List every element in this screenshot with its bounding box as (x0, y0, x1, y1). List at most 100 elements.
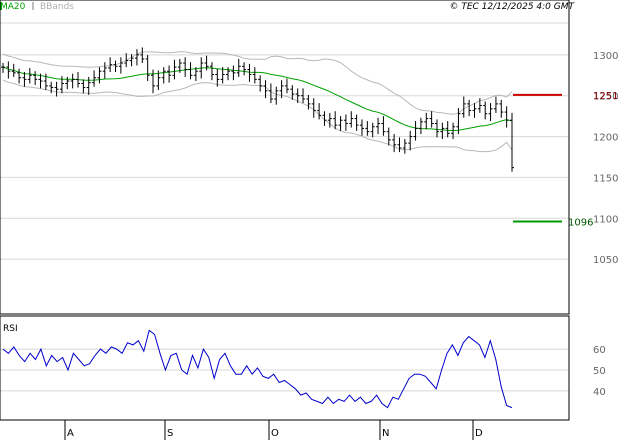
price-bars (1, 47, 514, 172)
price-bar (38, 73, 43, 89)
price-bar (231, 65, 236, 81)
rsi-grid (0, 348, 569, 392)
price-bar (209, 62, 214, 81)
price-bar (472, 103, 477, 118)
price-bar (22, 72, 27, 87)
price-bar (54, 81, 59, 97)
price-bar (188, 62, 193, 80)
price-bar (172, 59, 177, 80)
price-bar (413, 121, 418, 141)
price-bar (226, 67, 231, 81)
resistance-label: 1251 (593, 91, 618, 102)
legend-bbands-swatch (32, 2, 34, 10)
copyright-text: © TEC 12/12/2025 4:0 GMT (449, 2, 575, 12)
price-bar (343, 114, 348, 131)
price-bar (306, 94, 311, 110)
price-bar (145, 54, 150, 82)
x-tick-label: N (382, 428, 389, 439)
price-bar (322, 111, 327, 126)
x-tick-label: D (475, 428, 483, 439)
price-bar (97, 67, 102, 84)
price-bar (376, 117, 381, 135)
price-bar (151, 69, 156, 94)
price-tick-label: 1250 (593, 92, 618, 103)
price-bar (167, 65, 172, 83)
price-bar (193, 67, 198, 82)
price-panel-frame (0, 0, 570, 315)
price-bar (397, 137, 402, 153)
x-tick-label: A (67, 428, 74, 439)
legend-ma: MA20 (0, 2, 26, 12)
price-bar (354, 114, 359, 131)
rsi-tick-label: 50 (593, 366, 606, 377)
price-bar (70, 73, 75, 89)
price-bar (204, 55, 209, 71)
price-bar (338, 116, 343, 131)
price-bar (418, 117, 423, 135)
price-bar (429, 111, 434, 128)
price-tick-label: 1300 (593, 51, 618, 62)
price-bar (268, 83, 273, 104)
price-bar (252, 67, 257, 84)
price-bar (510, 112, 514, 172)
price-bar (129, 54, 134, 67)
price-bar (279, 80, 284, 99)
price-bar (461, 96, 466, 118)
price-bar (499, 99, 504, 118)
price-bar (124, 53, 129, 68)
x-tick-label: O (271, 428, 279, 439)
price-bar (370, 122, 375, 138)
price-bar (108, 57, 113, 73)
price-bar (493, 96, 498, 113)
price-bar (284, 78, 289, 94)
price-bar (247, 63, 252, 82)
rsi-tick-label: 60 (593, 345, 606, 356)
price-bar (118, 57, 123, 74)
price-bar (488, 103, 493, 122)
price-bar (504, 106, 509, 128)
rsi-tick-label: 40 (593, 387, 606, 398)
price-bar (199, 57, 204, 79)
price-bar (11, 63, 16, 77)
price-bar (65, 76, 70, 90)
price-bar (242, 62, 247, 76)
price-bar (1, 63, 5, 73)
price-bar (6, 61, 11, 79)
price-bar (359, 119, 364, 136)
price-tick-label: 1150 (593, 173, 618, 184)
price-bar (402, 139, 407, 154)
price-bar (76, 72, 81, 88)
price-bar (102, 62, 107, 79)
price-bar (349, 111, 354, 128)
price-bar (451, 122, 456, 140)
price-bar (49, 81, 54, 94)
price-bar (365, 121, 370, 136)
price-tick-label: 1200 (593, 133, 618, 144)
price-tick-label: 1100 (593, 214, 618, 225)
price-bar (456, 107, 461, 135)
price-bar (327, 112, 332, 128)
price-bar (59, 76, 64, 94)
price-bar (33, 71, 38, 86)
price-bar (477, 98, 482, 113)
price-bar (333, 111, 338, 130)
price-bar (440, 122, 445, 140)
support-label: 1096 (568, 218, 593, 229)
ma20-line (2, 66, 513, 132)
price-bar (263, 80, 268, 99)
legend-bbands: BBands (40, 2, 74, 12)
bbands-upper-line (2, 51, 513, 115)
price-bar (183, 57, 188, 77)
legend-ma-swatch (0, 2, 2, 10)
price-bar (392, 134, 397, 153)
price-bar (467, 99, 472, 117)
price-bar (236, 58, 241, 77)
price-bar (86, 76, 91, 95)
price-bar (424, 112, 429, 130)
price-bar (215, 68, 220, 87)
price-bar (290, 85, 295, 100)
price-bar (161, 67, 166, 84)
